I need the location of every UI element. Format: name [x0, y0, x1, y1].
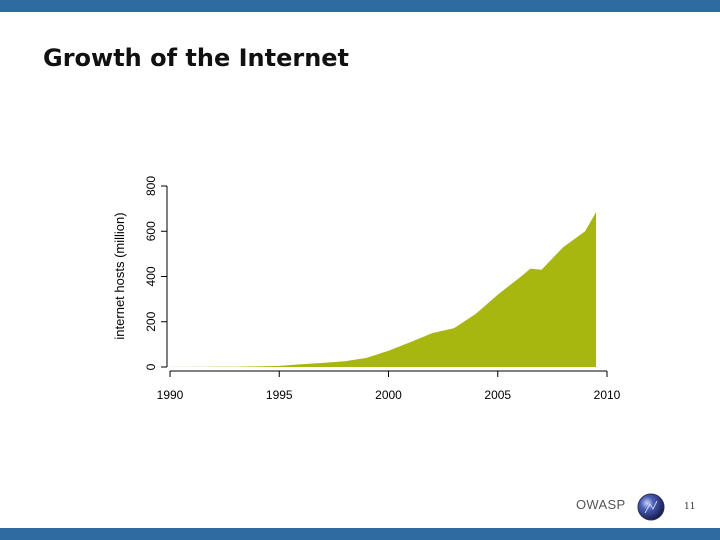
header-bar — [0, 0, 720, 12]
area-series — [170, 212, 597, 367]
x-tick-label: 2010 — [594, 388, 621, 402]
x-ticks: 1990 1995 2000 2005 2010 — [157, 371, 621, 402]
y-tick-label: 600 — [144, 221, 158, 241]
y-axis-label: internet hosts (million) — [112, 212, 127, 339]
footer-org: OWASP — [576, 497, 626, 512]
y-tick-label: 200 — [144, 311, 158, 331]
y-tick-label: 0 — [144, 363, 158, 370]
page-number: 11 — [684, 502, 696, 512]
x-tick-label: 2000 — [375, 388, 402, 402]
x-tick-label: 2005 — [484, 388, 511, 402]
slide-title: Growth of the Internet — [43, 44, 350, 72]
x-tick-label: 1990 — [157, 388, 184, 402]
owasp-globe-icon — [637, 493, 665, 521]
x-tick-label: 1995 — [266, 388, 293, 402]
y-tick-label: 800 — [144, 176, 158, 196]
y-tick-label: 400 — [144, 266, 158, 286]
y-ticks: 0 200 400 600 800 — [144, 176, 167, 370]
footer-bar — [0, 528, 720, 540]
